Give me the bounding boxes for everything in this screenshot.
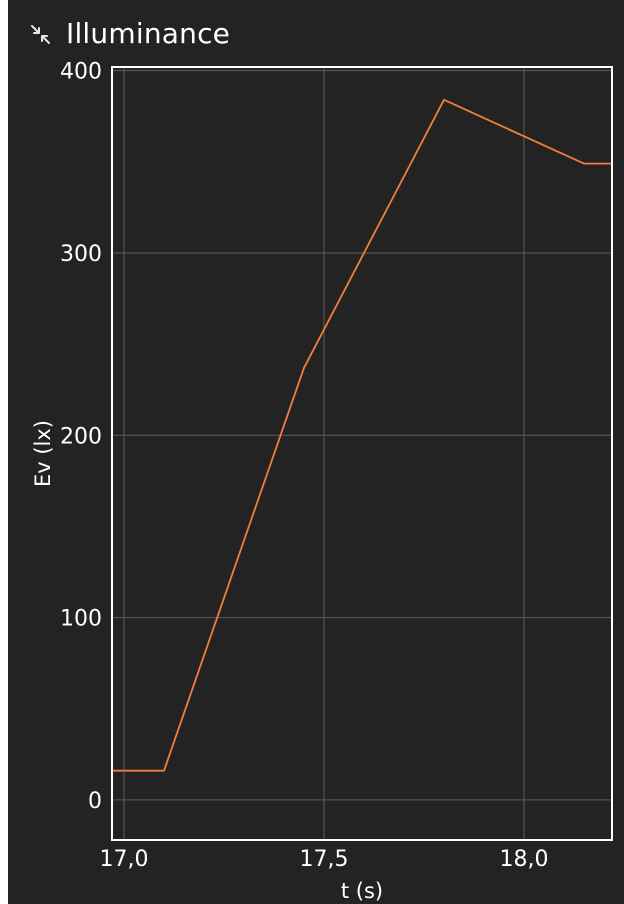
x-tick-label: 18,0 — [500, 847, 549, 872]
y-axis-label: Ev (lx) — [31, 420, 55, 487]
x-axis-label: t (s) — [341, 879, 383, 903]
y-tick-label: 400 — [60, 60, 102, 85]
plot-frame — [111, 66, 613, 841]
y-tick-label: 300 — [60, 242, 102, 267]
app-window: Illuminance 0 100 200 300 400 17,0 17,5 18,0 t (… — [8, 0, 624, 904]
y-tick-label: 0 — [88, 789, 102, 814]
collapse-arrows-icon[interactable] — [28, 22, 56, 50]
y-tick-label: 100 — [60, 607, 102, 632]
series-line — [111, 98, 613, 772]
x-tick-label: 17,5 — [300, 847, 349, 872]
line-chart[interactable]: 0 100 200 300 400 17,0 17,5 18,0 t (s) Ev (lx) — [8, 0, 624, 904]
y-tick-label: 200 — [60, 424, 102, 449]
x-tick-label: 17,0 — [100, 847, 149, 872]
chart-title: Illuminance — [66, 17, 231, 50]
header: Illuminance — [8, 0, 624, 62]
